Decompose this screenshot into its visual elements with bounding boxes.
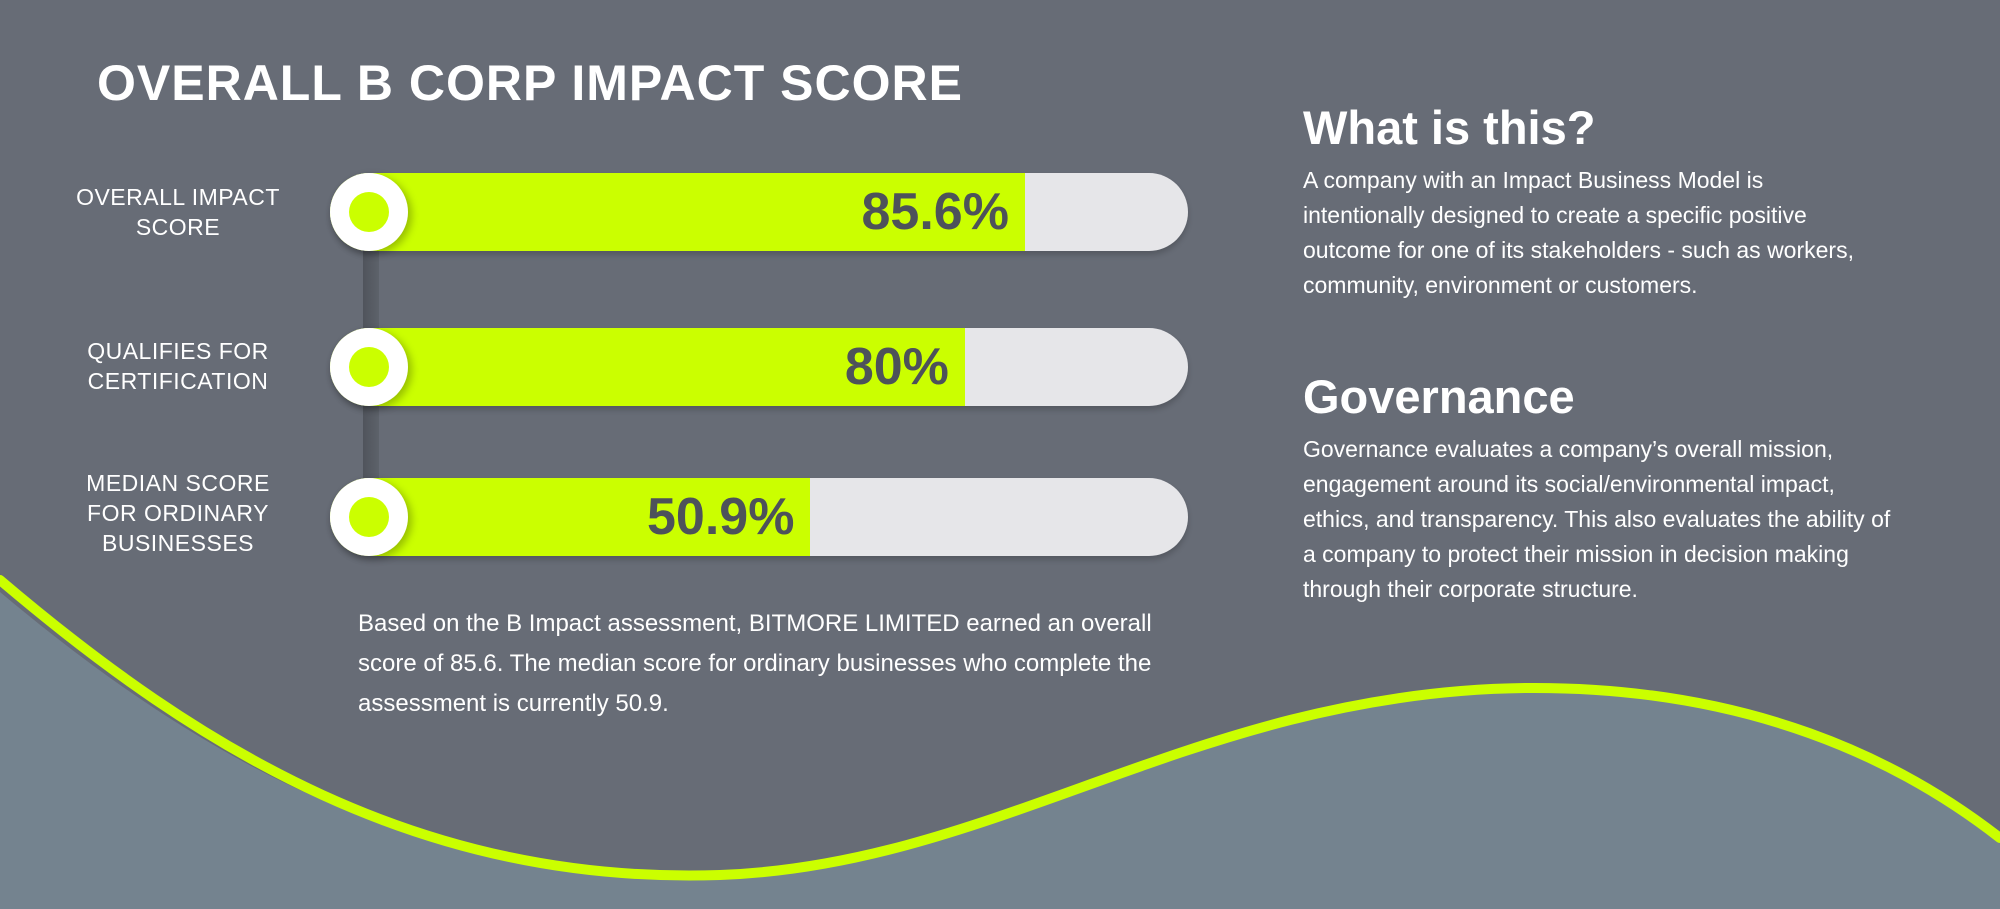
- score-value: 80%: [844, 338, 949, 396]
- page-title: OVERALL B CORP IMPACT SCORE: [97, 55, 963, 111]
- score-row-median: MEDIAN SCORE FOR ORDINARY BUSINESSES 50.…: [0, 470, 2000, 558]
- what-is-this-section: What is this? A company with an Impact B…: [1303, 100, 1903, 303]
- score-label: QUALIFIES FOR CERTIFICATION: [87, 338, 269, 394]
- progress-fill: [330, 478, 811, 556]
- progress-track: [330, 173, 1188, 251]
- ring-marker-icon: [330, 328, 408, 406]
- score-row-overall: OVERALL IMPACT SCORE 85.6%: [0, 173, 2000, 253]
- section-text: A company with an Impact Business Model …: [1303, 167, 1854, 298]
- score-label: MEDIAN SCORE FOR ORDINARY BUSINESSES: [86, 470, 270, 556]
- score-value: 85.6%: [861, 183, 1009, 241]
- section-heading: What is this?: [1303, 101, 1596, 154]
- progress-fill: [330, 328, 965, 406]
- ring-dot: [349, 192, 389, 232]
- wave-accent-line: [0, 575, 2000, 881]
- ring-marker-icon: [330, 478, 408, 556]
- score-value: 50.9%: [647, 488, 795, 546]
- ring-dot: [349, 497, 389, 537]
- wave-fill: [0, 592, 2000, 909]
- progress-track: [330, 328, 1188, 406]
- ring-marker-icon: [330, 173, 408, 251]
- section-text: Governance evaluates a company’s overall…: [1303, 436, 1891, 602]
- section-heading: Governance: [1303, 370, 1575, 423]
- summary-text: Based on the B Impact assessment, BITMOR…: [358, 610, 1152, 717]
- progress-track: [330, 478, 1188, 556]
- ring-dot: [349, 347, 389, 387]
- score-label: OVERALL IMPACT SCORE: [76, 184, 280, 240]
- score-row-certification: QUALIFIES FOR CERTIFICATION 80%: [0, 328, 2000, 408]
- governance-section: Governance Governance evaluates a compan…: [1303, 369, 1903, 607]
- progress-fill: [330, 173, 1025, 251]
